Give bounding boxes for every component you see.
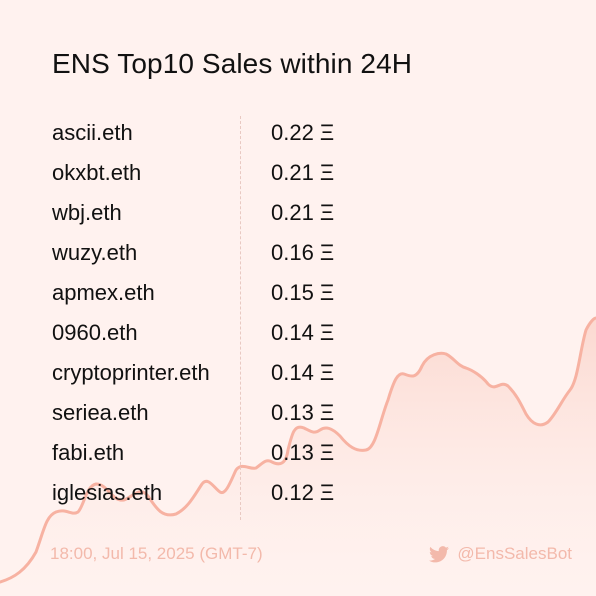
sale-row: seriea.eth 0.13 Ξ xyxy=(0,394,596,434)
sale-price: 0.13 Ξ xyxy=(271,440,335,465)
domain-name: wuzy.eth xyxy=(52,240,138,265)
domain-name: fabi.eth xyxy=(52,440,125,465)
sale-row: apmex.eth 0.15 Ξ xyxy=(0,274,596,314)
sale-price: 0.15 Ξ xyxy=(271,280,335,305)
sale-price: 0.21 Ξ xyxy=(271,160,335,185)
domain-name: ascii.eth xyxy=(52,120,133,145)
sale-price: 0.13 Ξ xyxy=(271,400,335,425)
domain-name: seriea.eth xyxy=(52,400,149,425)
column-divider xyxy=(240,116,241,520)
sale-price: 0.21 Ξ xyxy=(271,200,335,225)
sale-row: ascii.eth 0.22 Ξ xyxy=(0,114,596,154)
sale-row: wbj.eth 0.21 Ξ xyxy=(0,194,596,234)
sale-row: cryptoprinter.eth 0.14 Ξ xyxy=(0,354,596,394)
page-title: ENS Top10 Sales within 24H xyxy=(52,48,413,79)
domain-name: apmex.eth xyxy=(52,280,155,305)
sale-row: 0960.eth 0.14 Ξ xyxy=(0,314,596,354)
wave-line xyxy=(0,316,596,584)
domain-name: okxbt.eth xyxy=(52,160,142,185)
domain-name: wbj.eth xyxy=(52,200,122,225)
sale-price: 0.16 Ξ xyxy=(271,240,335,265)
sale-row: fabi.eth 0.13 Ξ xyxy=(0,434,596,474)
sale-price: 0.12 Ξ xyxy=(271,480,335,505)
domain-name: cryptoprinter.eth xyxy=(52,360,210,385)
sale-row: okxbt.eth 0.21 Ξ xyxy=(0,154,596,194)
bot-handle-label: @EnsSalesBot xyxy=(457,544,572,563)
sale-row: wuzy.eth 0.16 Ξ xyxy=(0,234,596,274)
domain-name: 0960.eth xyxy=(52,320,138,345)
bot-handle-link[interactable]: @EnsSalesBot xyxy=(429,544,572,564)
timestamp: 18:00, Jul 15, 2025 (GMT-7) xyxy=(50,544,263,563)
sale-price: 0.14 Ξ xyxy=(271,360,335,385)
sale-price: 0.14 Ξ xyxy=(271,320,335,345)
sale-price: 0.22 Ξ xyxy=(271,120,335,145)
twitter-bird-icon xyxy=(429,545,450,562)
sales-list: ascii.eth 0.22 Ξ okxbt.eth 0.21 Ξ wbj.eth 0.2… xyxy=(0,114,596,514)
sale-row: iglesias.eth 0.12 Ξ xyxy=(0,474,596,514)
domain-name: iglesias.eth xyxy=(52,480,163,505)
wave-area xyxy=(0,318,596,596)
